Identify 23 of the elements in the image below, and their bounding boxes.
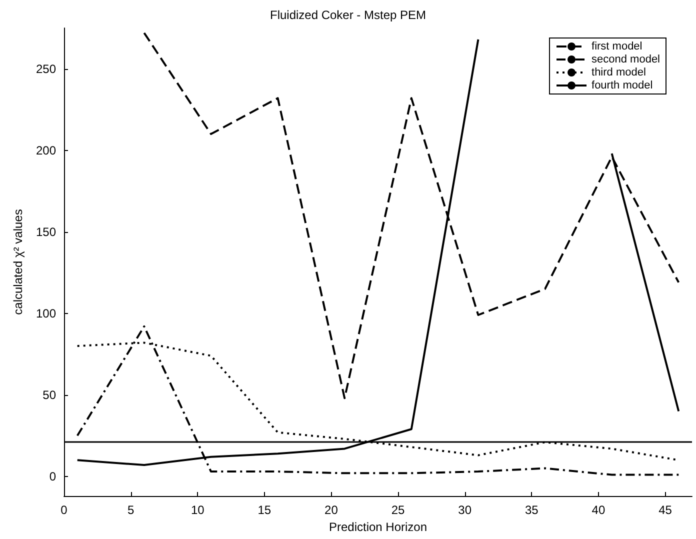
x-tick-label: 0 [60,503,68,517]
x-tick-label: 35 [524,503,539,517]
x-tick-label: 15 [258,503,272,517]
x-tick-label: 30 [458,503,472,517]
x-axis-title: Prediction Horizon [328,520,428,534]
y-tick-label: 150 [36,224,56,239]
y-tick-label: 50 [42,388,56,402]
legend-label: second model [592,54,660,66]
y-tick-label: 200 [36,143,56,158]
x-tick-label: 25 [391,503,406,517]
legend-label: fourth model [592,80,653,92]
y-tick-label: 250 [36,62,56,76]
x-tick-label: 20 [324,503,338,517]
y-tick-label: 0 [49,469,56,484]
x-tick-label: 40 [592,503,606,517]
chart-title: Fluidized Coker - Mstep PEM [270,8,426,22]
x-tick-label: 10 [190,503,205,517]
y-axis-title: calculated χ² values [11,209,25,315]
legend-label: third model [592,66,646,78]
x-tick-label: 5 [127,503,134,517]
legend-label: first model [592,40,642,52]
x-tick-label: 45 [658,503,672,517]
y-tick-label: 100 [36,306,56,320]
